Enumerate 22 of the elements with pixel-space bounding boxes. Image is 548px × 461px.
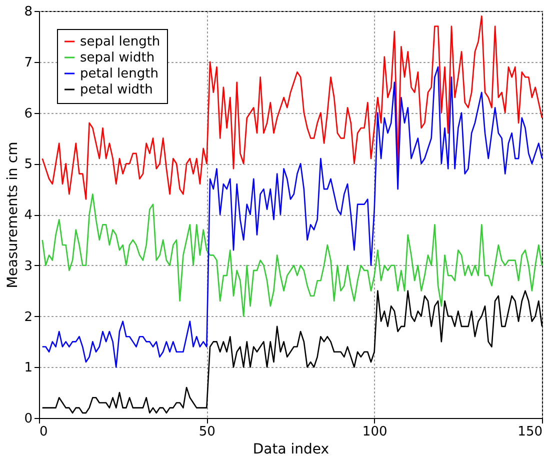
line-series — [42, 66, 543, 368]
y-tick-label: 6 — [24, 106, 32, 122]
y-tick-label: 8 — [24, 4, 32, 20]
legend-label: petal width — [80, 82, 153, 98]
y-tick-label: 3 — [24, 258, 32, 274]
x-tick-label: 150 — [518, 424, 542, 440]
legend-label: petal length — [80, 66, 158, 82]
x-tick-label: 100 — [362, 424, 388, 440]
legend-label: sepal width — [80, 50, 155, 66]
x-tick-label: 50 — [198, 424, 216, 440]
x-axis-title: Data index — [252, 442, 330, 458]
x-tick-label: 0 — [40, 424, 48, 440]
y-tick-label: 2 — [24, 310, 32, 325]
y-axis-title: Measurements in cm — [5, 142, 22, 288]
y-tick-label: 7 — [24, 55, 32, 70]
y-tick-label: 0 — [24, 412, 32, 426]
y-tick-label: 5 — [24, 157, 32, 172]
legend-label: sepal length — [80, 34, 160, 50]
y-tick-label: 1 — [24, 360, 32, 376]
line-series — [42, 194, 543, 317]
line-series — [42, 15, 543, 200]
y-tick-label: 4 — [24, 208, 32, 223]
